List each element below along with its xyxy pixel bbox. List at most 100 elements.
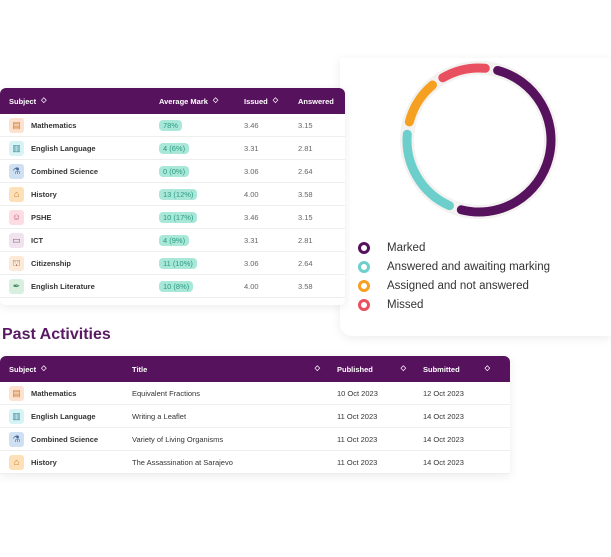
published-date: 10 Oct 2023: [337, 388, 378, 398]
col-label: Subject: [9, 364, 37, 374]
castle-icon: ⌂: [9, 186, 24, 202]
average-mark-badge: 0 (0%): [159, 165, 190, 177]
submitted-date: 14 Oct 2023: [423, 457, 464, 467]
published-date: 11 Oct 2023: [337, 457, 378, 467]
subject-name: Mathematics: [31, 120, 77, 130]
legend-label: Missed: [387, 298, 424, 311]
monitor-icon: ▭: [9, 232, 24, 248]
table-row[interactable]: ⌂ History 13 (12%) 4.00 3.58: [0, 183, 345, 206]
sort-icon[interactable]: ◇: [212, 96, 219, 104]
col-submitted[interactable]: Submitted ◇: [414, 365, 500, 374]
answered-value: 2.81: [298, 143, 313, 153]
average-mark-badge: 10 (8%): [159, 280, 194, 292]
col-answered[interactable]: Answered: [289, 97, 345, 106]
activity-title[interactable]: Variety of Living Organisms: [132, 434, 224, 444]
legend-ring-icon: [358, 298, 370, 311]
answered-value: 3.15: [298, 212, 313, 222]
sort-icon[interactable]: ◇: [484, 364, 490, 372]
book-icon: ▥: [9, 408, 24, 424]
table-row[interactable]: ▤ Mathematics Equivalent Fractions 10 Oct…: [0, 382, 510, 405]
past-activities-table: Subject ◇ Title ◇ Published ◇ Submitted ◇ ▤ M…: [0, 356, 510, 474]
published-date: 11 Oct 2023: [337, 411, 378, 421]
table-row[interactable]: ⛫ Citizenship 11 (10%) 3.06 2.64: [0, 252, 345, 275]
issued-value: 3.31: [244, 143, 259, 153]
col-label: Published: [337, 364, 373, 374]
table-row[interactable]: ☺ PSHE 10 (17%) 3.46 3.15: [0, 206, 345, 229]
legend-item: Assigned and not answered: [358, 276, 550, 295]
subject-name: Mathematics: [31, 388, 77, 398]
issued-value: 4.00: [244, 189, 259, 199]
subject-name: ICT: [31, 235, 44, 245]
subject-name: History: [31, 457, 57, 467]
col-label: Answered: [298, 96, 334, 106]
issued-value: 3.46: [244, 120, 259, 130]
legend-label: Answered and awaiting marking: [387, 260, 551, 273]
section-title: Past Activities: [2, 326, 111, 343]
average-mark-badge: 78%: [159, 119, 183, 131]
table-row[interactable]: ▥ English Language 4 (6%) 3.31 2.81: [0, 137, 345, 160]
donut-segment-marked: [456, 65, 556, 217]
subject-name: English Literature: [31, 281, 95, 291]
subjects-table-header: Subject ◇ Average Mark ◇ Issued ◇ Answered: [0, 88, 345, 114]
col-label: Title: [132, 364, 148, 374]
table-row[interactable]: ⌂ History The Assassination at Sarajevo 1…: [0, 451, 510, 474]
table-row[interactable]: ▥ English Language Writing a Leaflet 11 O…: [0, 405, 510, 428]
legend-ring-icon: [358, 241, 370, 254]
issued-value: 3.31: [244, 235, 259, 245]
microscope-icon: ⚗: [9, 163, 24, 179]
table-row[interactable]: ⚗ Combined Science Variety of Living Orga…: [0, 428, 510, 451]
table-row[interactable]: ▤ Mathematics 78% 3.46 3.15: [0, 114, 345, 137]
subject-name: PSHE: [31, 212, 52, 222]
pen-nib-icon: ✒: [9, 278, 24, 294]
issued-value: 3.46: [244, 212, 259, 222]
status-chart-card: [340, 58, 611, 336]
activity-title[interactable]: Writing a Leaflet: [132, 411, 187, 421]
col-issued[interactable]: Issued ◇: [235, 97, 289, 106]
average-mark-badge: 13 (12%): [159, 188, 198, 200]
col-subject[interactable]: Subject ◇: [0, 365, 123, 374]
table-row[interactable]: ⚗ Combined Science 0 (0%) 3.06 2.64: [0, 160, 345, 183]
donut-segment-answered-and-awaiting-marking: [402, 129, 454, 211]
col-label: Issued: [244, 96, 268, 106]
legend-label: Marked: [387, 241, 426, 254]
col-title[interactable]: Title ◇: [123, 365, 328, 374]
average-mark-badge: 11 (10%): [159, 257, 197, 269]
col-average-mark[interactable]: Average Mark ◇: [150, 97, 235, 106]
sort-icon[interactable]: ◇: [41, 364, 47, 372]
donut-segment-assigned-and-not-answered: [404, 80, 438, 127]
average-mark-badge: 4 (9%): [159, 234, 190, 246]
col-label: Submitted: [423, 364, 460, 374]
sort-icon[interactable]: ◇: [41, 96, 47, 104]
sort-icon[interactable]: ◇: [400, 364, 406, 372]
col-label: Subject: [9, 96, 37, 106]
subject-name: Combined Science: [31, 434, 99, 444]
microscope-icon: ⚗: [9, 431, 24, 447]
castle-icon: ⌂: [9, 454, 24, 470]
subject-name: Combined Science: [31, 166, 99, 176]
calculator-icon: ▤: [9, 117, 24, 133]
col-published[interactable]: Published ◇: [328, 365, 414, 374]
issued-value: 3.06: [244, 258, 259, 268]
submitted-date: 14 Oct 2023: [423, 434, 464, 444]
answered-value: 3.58: [298, 189, 313, 199]
legend-ring-icon: [358, 260, 370, 273]
answered-value: 3.58: [298, 281, 313, 291]
issued-value: 4.00: [244, 281, 259, 291]
table-row[interactable]: ▭ ICT 4 (9%) 3.31 2.81: [0, 229, 345, 252]
col-subject[interactable]: Subject ◇: [0, 97, 150, 106]
legend-item: Marked: [358, 238, 550, 257]
issued-value: 3.06: [244, 166, 259, 176]
donut-segment-missed: [438, 63, 490, 83]
subjects-table: Subject ◇ Average Mark ◇ Issued ◇ Answered …: [0, 88, 345, 305]
sort-icon[interactable]: ◇: [272, 96, 279, 104]
subject-name: English Language: [31, 143, 96, 153]
average-mark-badge: 4 (6%): [159, 142, 190, 154]
col-label: Average Mark: [159, 96, 208, 106]
legend-ring-icon: [358, 279, 370, 292]
sort-icon[interactable]: ◇: [314, 364, 320, 372]
past-table-header: Subject ◇ Title ◇ Published ◇ Submitted ◇: [0, 356, 510, 382]
table-row[interactable]: ✒ English Literature 10 (8%) 4.00 3.58: [0, 275, 345, 298]
activity-title[interactable]: Equivalent Fractions: [132, 388, 200, 398]
submitted-date: 12 Oct 2023: [423, 388, 464, 398]
activity-title[interactable]: The Assassination at Sarajevo: [132, 457, 233, 467]
